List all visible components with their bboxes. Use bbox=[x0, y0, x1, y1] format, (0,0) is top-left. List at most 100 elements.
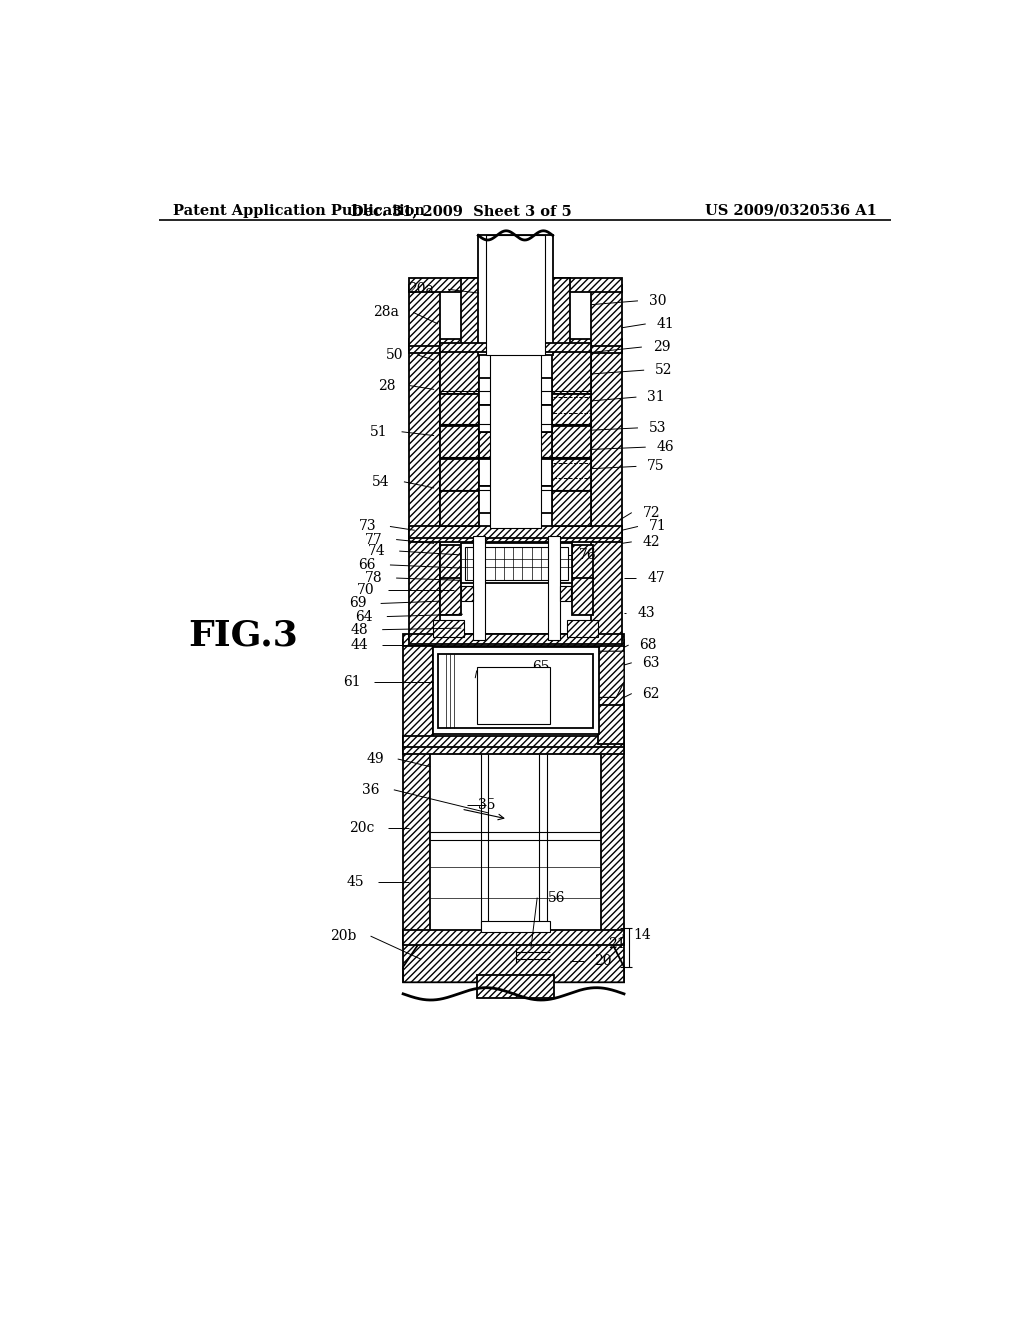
Bar bbox=[461, 586, 473, 601]
Text: 64: 64 bbox=[355, 610, 373, 623]
Bar bbox=[403, 929, 624, 945]
Bar bbox=[403, 737, 624, 747]
Text: 28a: 28a bbox=[374, 305, 399, 319]
Bar bbox=[601, 743, 624, 944]
Bar bbox=[572, 578, 593, 615]
Text: 48: 48 bbox=[350, 623, 369, 636]
Text: 20c: 20c bbox=[349, 821, 375, 836]
Bar bbox=[410, 347, 440, 531]
Bar bbox=[440, 578, 461, 615]
Text: 31: 31 bbox=[647, 391, 665, 404]
Text: 67: 67 bbox=[486, 671, 504, 685]
Text: 47: 47 bbox=[647, 572, 665, 585]
Text: 56: 56 bbox=[548, 891, 565, 904]
Polygon shape bbox=[598, 651, 624, 697]
Bar bbox=[477, 667, 550, 725]
Bar bbox=[461, 277, 569, 347]
Bar bbox=[489, 350, 541, 528]
Bar bbox=[598, 640, 624, 743]
Text: 49: 49 bbox=[367, 752, 384, 766]
Text: 63: 63 bbox=[643, 656, 660, 669]
Text: 69: 69 bbox=[349, 597, 367, 610]
Text: 45: 45 bbox=[347, 875, 365, 890]
Bar bbox=[478, 235, 553, 355]
Polygon shape bbox=[403, 944, 624, 982]
Text: Patent Application Publication: Patent Application Publication bbox=[173, 203, 425, 218]
Bar bbox=[410, 536, 440, 640]
Text: 51: 51 bbox=[370, 425, 388, 438]
Text: Dec. 31, 2009  Sheet 3 of 5: Dec. 31, 2009 Sheet 3 of 5 bbox=[351, 203, 571, 218]
Text: 35: 35 bbox=[478, 799, 496, 812]
Bar bbox=[486, 235, 545, 355]
Text: 61: 61 bbox=[343, 675, 360, 689]
Bar bbox=[552, 491, 591, 527]
Bar bbox=[432, 647, 599, 734]
Bar bbox=[477, 974, 554, 998]
Text: 65: 65 bbox=[532, 660, 550, 673]
Bar bbox=[480, 921, 550, 932]
Bar bbox=[410, 528, 622, 541]
Bar bbox=[440, 395, 479, 426]
Bar bbox=[560, 586, 571, 601]
Text: 74: 74 bbox=[368, 544, 385, 558]
Bar bbox=[552, 459, 591, 491]
Text: 29: 29 bbox=[652, 341, 670, 354]
Text: 62: 62 bbox=[643, 686, 660, 701]
Text: 71: 71 bbox=[649, 520, 667, 533]
Text: 42: 42 bbox=[643, 535, 660, 549]
Bar bbox=[567, 620, 598, 638]
Text: 30: 30 bbox=[649, 294, 667, 308]
Bar bbox=[403, 635, 624, 645]
Bar bbox=[591, 347, 622, 531]
Text: 78: 78 bbox=[365, 572, 382, 585]
Text: 41: 41 bbox=[656, 317, 674, 331]
Text: 36: 36 bbox=[362, 783, 380, 797]
Bar bbox=[479, 432, 552, 459]
Text: 34: 34 bbox=[524, 706, 543, 719]
Bar bbox=[572, 545, 593, 582]
Text: 43: 43 bbox=[637, 606, 654, 619]
Bar bbox=[410, 285, 440, 346]
Text: 52: 52 bbox=[655, 363, 673, 378]
Text: FIG.3: FIG.3 bbox=[187, 619, 298, 653]
Bar bbox=[591, 285, 622, 346]
Text: US 2009/0320536 A1: US 2009/0320536 A1 bbox=[705, 203, 877, 218]
Bar bbox=[440, 343, 591, 352]
Bar bbox=[403, 743, 430, 944]
Text: 28: 28 bbox=[378, 379, 395, 392]
Bar bbox=[410, 277, 622, 292]
Bar bbox=[403, 739, 624, 754]
Text: 76: 76 bbox=[579, 548, 597, 562]
Text: 20: 20 bbox=[595, 954, 612, 968]
Bar bbox=[440, 350, 479, 395]
Text: 53: 53 bbox=[649, 421, 667, 434]
Bar bbox=[440, 545, 461, 582]
Text: 20b: 20b bbox=[331, 929, 356, 942]
Text: 68: 68 bbox=[640, 638, 657, 652]
Bar bbox=[465, 548, 568, 579]
Bar bbox=[461, 544, 572, 583]
Bar bbox=[440, 459, 479, 491]
Text: 50: 50 bbox=[386, 347, 403, 362]
Bar bbox=[432, 620, 464, 638]
Bar bbox=[438, 653, 593, 729]
Bar bbox=[479, 405, 552, 432]
Bar bbox=[410, 527, 622, 539]
Text: 72: 72 bbox=[643, 506, 660, 520]
Bar bbox=[410, 635, 622, 644]
Text: 66: 66 bbox=[358, 558, 376, 572]
Bar bbox=[403, 944, 624, 982]
Bar bbox=[479, 459, 552, 486]
Text: 77: 77 bbox=[365, 532, 382, 546]
Text: 21: 21 bbox=[608, 937, 626, 950]
Text: 46: 46 bbox=[656, 440, 674, 454]
Text: 14: 14 bbox=[633, 928, 651, 941]
Bar bbox=[479, 486, 552, 512]
Bar bbox=[410, 339, 622, 354]
Text: 70: 70 bbox=[356, 582, 375, 597]
Bar bbox=[552, 426, 591, 459]
Text: 54: 54 bbox=[373, 475, 390, 488]
Bar bbox=[479, 378, 552, 405]
Bar bbox=[440, 426, 479, 459]
Text: 44: 44 bbox=[350, 638, 369, 652]
